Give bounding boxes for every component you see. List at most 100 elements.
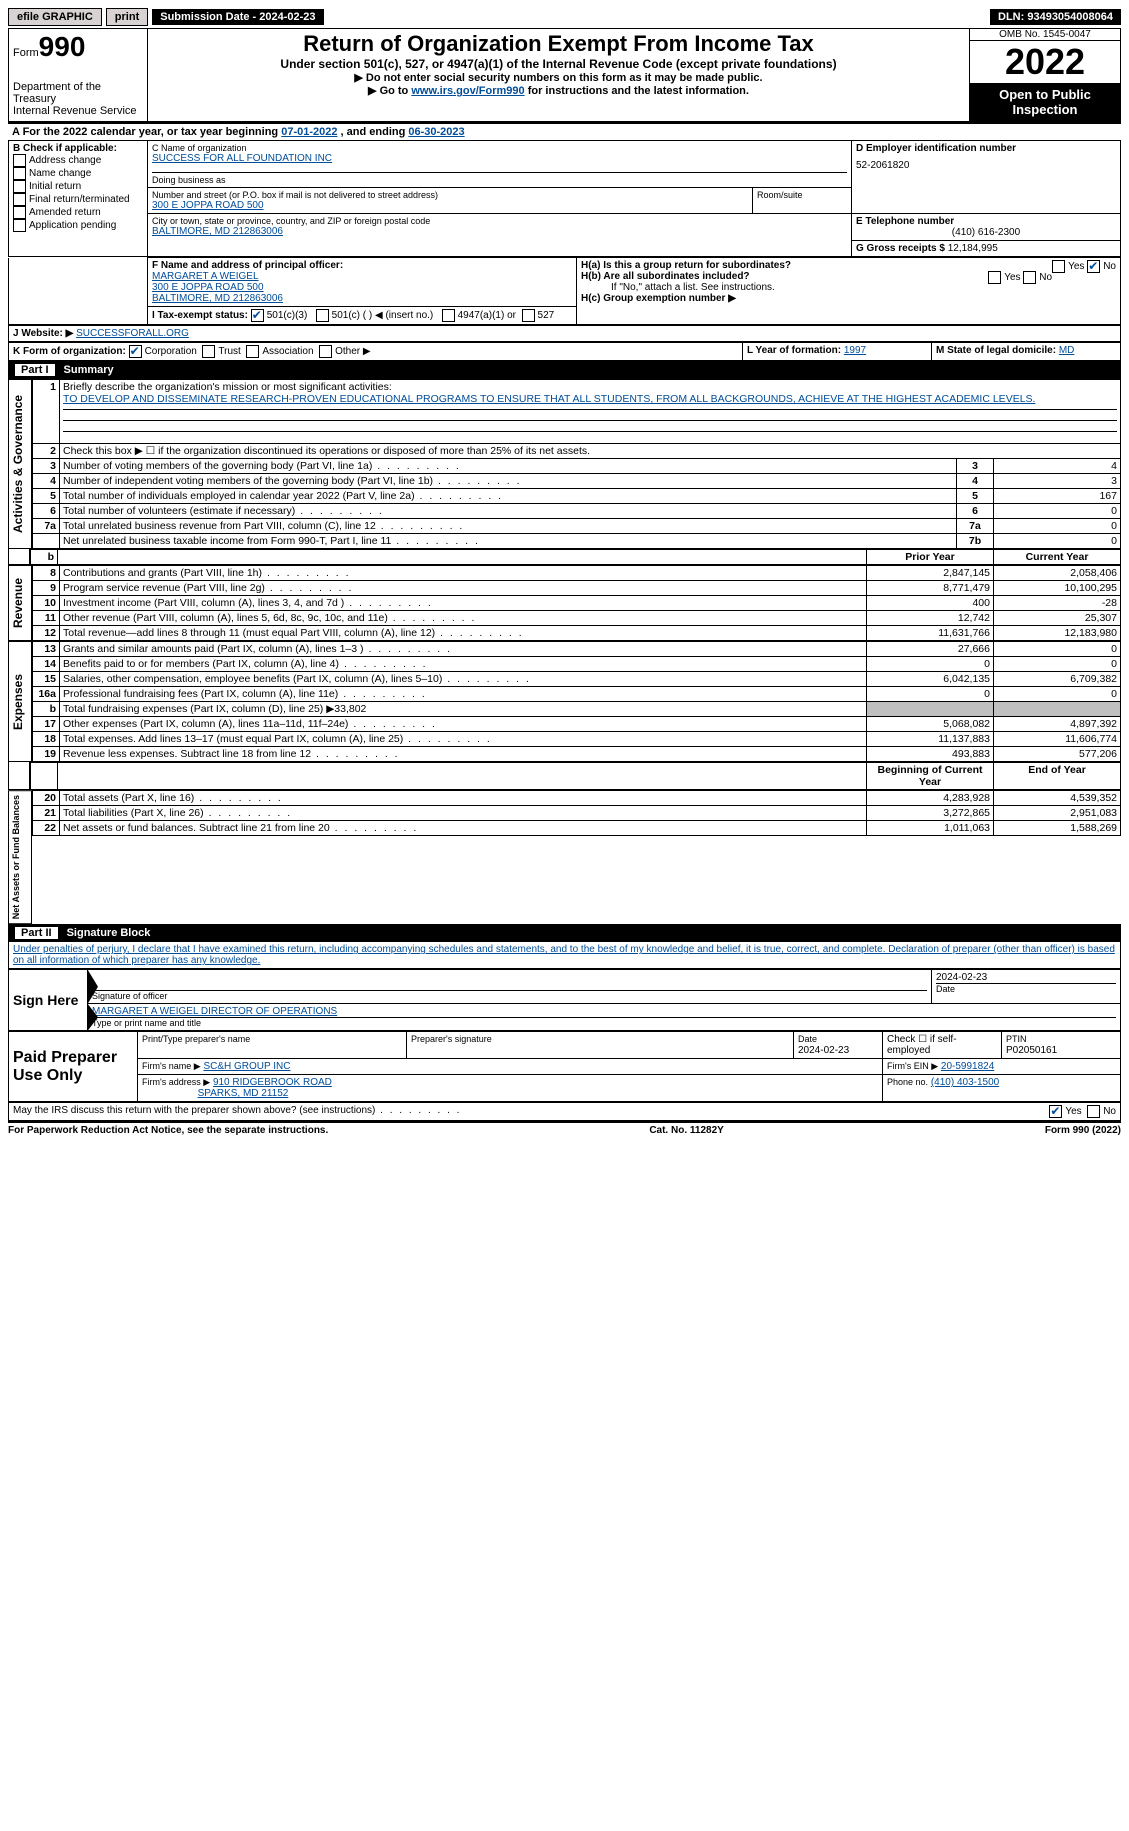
firm-addr-label: Firm's address ▶: [142, 1077, 210, 1087]
irs-link[interactable]: www.irs.gov/Form990: [411, 85, 524, 97]
row-desc: Investment income (Part VIII, column (A)…: [60, 596, 867, 611]
row-desc: Net assets or fund balances. Subtract li…: [60, 821, 867, 836]
current-val: 0: [994, 657, 1121, 672]
ein-value: 52-2061820: [856, 160, 1116, 171]
subtitle: Under section 501(c), 527, or 4947(a)(1)…: [152, 57, 965, 71]
name-title-label: Type or print name and title: [92, 1017, 1116, 1028]
goto-line: ▶ Go to www.irs.gov/Form990 for instruct…: [152, 84, 965, 97]
room-label: Room/suite: [757, 190, 847, 200]
row-desc: Professional fundraising fees (Part IX, …: [60, 687, 867, 702]
row-num: 20: [33, 791, 60, 806]
cb-trust[interactable]: Trust: [218, 346, 240, 357]
cb-final-return[interactable]: Final return/terminated: [29, 194, 130, 205]
sig-date-label: Date: [936, 983, 1116, 994]
cb-amended[interactable]: Amended return: [29, 207, 101, 218]
prior-val: [867, 702, 994, 717]
row-num: 8: [33, 566, 60, 581]
paid-preparer-label: Paid Preparer Use Only: [9, 1032, 138, 1102]
self-employed[interactable]: Check ☐ if self-employed: [883, 1032, 1002, 1059]
row3-desc: Number of voting members of the governin…: [60, 459, 957, 474]
row6-desc: Total number of volunteers (estimate if …: [60, 504, 957, 519]
current-year-header: Current Year: [994, 550, 1121, 565]
q2-text: Check this box ▶ ☐ if the organization d…: [60, 444, 1121, 459]
sign-here-table: Sign Here Signature of officer 2024-02-2…: [8, 969, 1121, 1031]
row-desc: Revenue less expenses. Subtract line 18 …: [60, 747, 867, 762]
hc-label: H(c) Group exemption number ▶: [581, 293, 1116, 304]
current-val: 11,606,774: [994, 732, 1121, 747]
row-desc: Total liabilities (Part X, line 26): [60, 806, 867, 821]
efile-button[interactable]: efile GRAPHIC: [8, 8, 102, 26]
cb-501c[interactable]: 501(c) ( ) ◀ (insert no.): [332, 310, 434, 321]
form-word: Form: [13, 47, 39, 59]
state-label: M State of legal domicile:: [936, 345, 1056, 356]
prior-val: 4,283,928: [867, 791, 994, 806]
beg-year-header: Beginning of Current Year: [867, 763, 994, 790]
pt-date-label: Date: [798, 1034, 817, 1044]
firm-phone: (410) 403-1500: [931, 1077, 999, 1088]
row-num: 14: [33, 657, 60, 672]
perjury-decl: Under penalties of perjury, I declare th…: [8, 942, 1121, 969]
row-num: 22: [33, 821, 60, 836]
part1-num: Part I: [14, 363, 56, 377]
city-value: BALTIMORE, MD 212863006: [152, 226, 847, 237]
year-form-label: L Year of formation:: [747, 345, 841, 356]
row-desc: Grants and similar amounts paid (Part IX…: [60, 642, 867, 657]
cb-4947[interactable]: 4947(a)(1) or: [458, 310, 516, 321]
return-title: Return of Organization Exempt From Incom…: [152, 31, 965, 57]
row6-val: 0: [994, 504, 1121, 519]
q1-label: Briefly describe the organization's miss…: [63, 381, 392, 393]
cb-501c3[interactable]: 501(c)(3): [267, 310, 308, 321]
cb-name-change[interactable]: Name change: [29, 168, 91, 179]
firm-ein-label: Firm's EIN ▶: [887, 1061, 938, 1071]
hb-label: H(b) Are all subordinates included?: [581, 271, 750, 282]
current-val: 1,588,269: [994, 821, 1121, 836]
sig-date: 2024-02-23: [936, 972, 1116, 983]
org-name-label: C Name of organization: [152, 143, 847, 153]
cb-527[interactable]: 527: [538, 310, 555, 321]
vert-expenses: Expenses: [8, 641, 32, 762]
row-num: 12: [33, 626, 60, 641]
cb-corp[interactable]: Corporation: [145, 346, 197, 357]
street-label: Number and street (or P.O. box if mail i…: [152, 190, 748, 200]
current-val: 4,539,352: [994, 791, 1121, 806]
row-num: 15: [33, 672, 60, 687]
row-desc: Total fundraising expenses (Part IX, col…: [60, 702, 867, 717]
state-value: MD: [1059, 345, 1075, 356]
cb-address-change[interactable]: Address change: [29, 155, 101, 166]
row-num: 9: [33, 581, 60, 596]
current-val: 2,951,083: [994, 806, 1121, 821]
form-ref: Form 990 (2022): [1045, 1125, 1121, 1136]
part1-header: Part I Summary: [8, 361, 1121, 379]
form-org-label: K Form of organization:: [13, 346, 126, 357]
phone-no-label: Phone no.: [887, 1077, 928, 1087]
website-value[interactable]: SUCCESSFORALL.ORG: [76, 328, 189, 339]
current-val: 6,709,382: [994, 672, 1121, 687]
pt-date: 2024-02-23: [798, 1045, 849, 1056]
row-num: 19: [33, 747, 60, 762]
cb-assoc[interactable]: Association: [262, 346, 313, 357]
part2-title: Signature Block: [67, 927, 151, 939]
row3-val: 4: [994, 459, 1121, 474]
row-desc: Total assets (Part X, line 16): [60, 791, 867, 806]
prior-val: 27,666: [867, 642, 994, 657]
vert-revenue: Revenue: [8, 565, 32, 641]
form-number: 990: [39, 31, 86, 62]
firm-addr1: 910 RIDGEBROOK ROAD: [213, 1077, 332, 1088]
paid-preparer-table: Paid Preparer Use Only Print/Type prepar…: [8, 1031, 1121, 1102]
irs-label: Internal Revenue Service: [13, 105, 143, 117]
cb-initial-return[interactable]: Initial return: [29, 181, 81, 192]
row7b-val: 0: [994, 534, 1121, 549]
prior-val: 493,883: [867, 747, 994, 762]
row-desc: Total revenue—add lines 8 through 11 (mu…: [60, 626, 867, 641]
part2-num: Part II: [14, 926, 59, 940]
prior-val: 11,631,766: [867, 626, 994, 641]
discuss-no[interactable]: No: [1103, 1106, 1116, 1117]
prior-val: 1,011,063: [867, 821, 994, 836]
print-button[interactable]: print: [106, 8, 148, 26]
cb-application[interactable]: Application pending: [29, 220, 116, 231]
discuss-yes[interactable]: Yes: [1065, 1106, 1081, 1117]
row-desc: Contributions and grants (Part VIII, lin…: [60, 566, 867, 581]
cat-no: Cat. No. 11282Y: [649, 1125, 723, 1136]
row-num: 13: [33, 642, 60, 657]
cb-other[interactable]: Other ▶: [335, 346, 370, 357]
